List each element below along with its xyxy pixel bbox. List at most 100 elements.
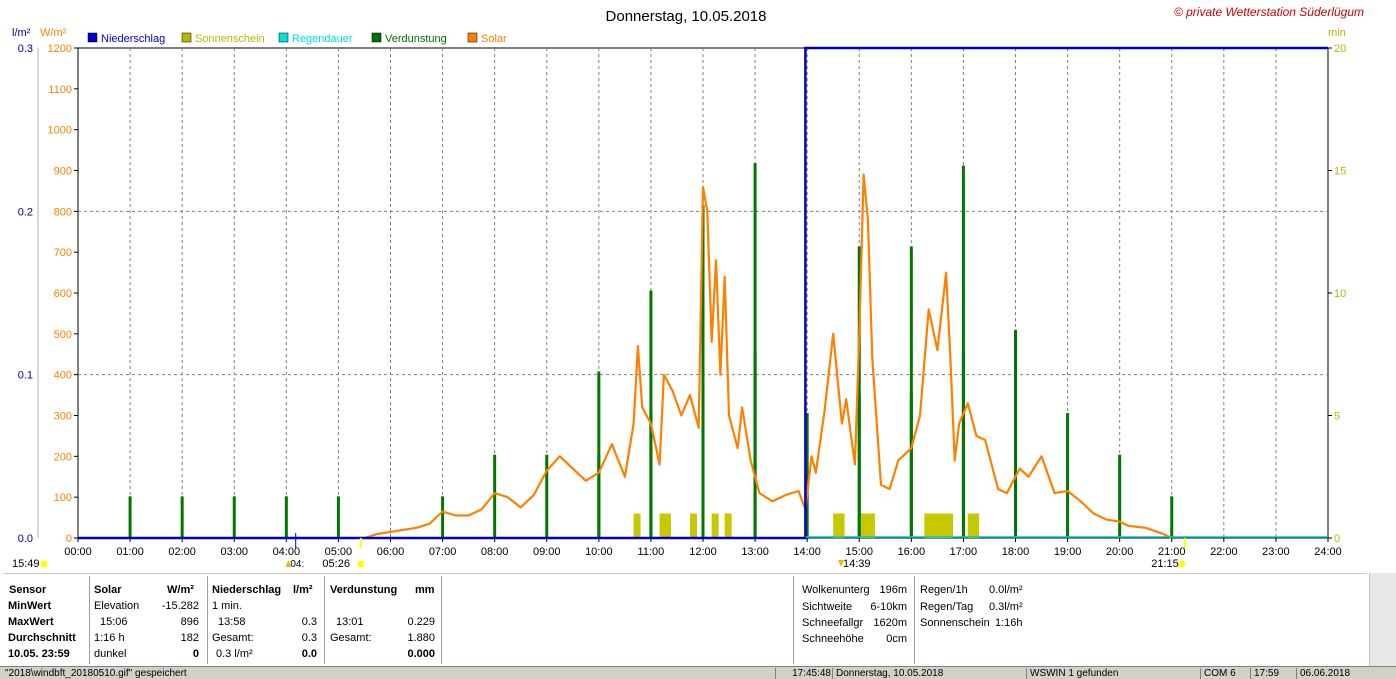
x-tick-label: 12:00 (689, 546, 717, 558)
x-tick-label: 05:00 (325, 546, 353, 558)
evap-avg-label: Gesamt: (330, 632, 372, 644)
divider (793, 576, 794, 664)
sunshine-bar (833, 513, 841, 538)
x-tick-label: 06:00 (377, 546, 405, 558)
axis-unit-solar: W/m² (40, 27, 67, 39)
status-found: WSWIN 1 gefunden (1026, 668, 1200, 679)
sunshine-bar (837, 513, 845, 538)
evaporation-bar (180, 496, 184, 538)
x-tick-label: 02:00 (168, 546, 196, 558)
stats-row-avg: Durchschnitt (8, 632, 76, 644)
divider (89, 576, 90, 664)
moon-icon (285, 560, 292, 567)
panel-scroll-area[interactable] (1369, 573, 1396, 666)
evaporation-bar (753, 351, 757, 538)
chart-legend: Niederschlag Sonnenschein Regendauer Verdun… (87, 32, 507, 45)
x-tick-label: 19:00 (1054, 546, 1082, 558)
stats-row-max: MaxWert (8, 616, 54, 628)
solar-tick-label: 0 (66, 533, 72, 545)
status-clock: 17:59 (1250, 668, 1294, 679)
evaporation-bar (1066, 413, 1070, 538)
sunset-label: 21:15 (1151, 558, 1179, 570)
evaporation-bar (1118, 454, 1122, 538)
rain-tick-label: 0.2 (18, 206, 33, 218)
divider (324, 576, 325, 664)
x-tick-label: 01:00 (116, 546, 144, 558)
x-tick-label: 08:00 (481, 546, 509, 558)
x-tick-label: 09:00 (533, 546, 561, 558)
rainbox-val-2: 1:16h (995, 617, 1023, 629)
rain-date-label: 0.3 l/m² (216, 648, 253, 660)
sunrise-label: 05:26 (322, 558, 350, 570)
x-tick-label: 23:00 (1262, 546, 1290, 558)
evap-max-time: 13:01 (336, 616, 364, 628)
solar-tick-label: 200 (54, 451, 72, 463)
evaporation-bar (1014, 329, 1017, 538)
solar-min-label: Elevation (94, 600, 140, 612)
x-tick-label: 22:00 (1210, 546, 1238, 558)
x-tick-label: 13:00 (741, 546, 769, 558)
evaporation-bar (649, 413, 653, 538)
weather-val-3: 0cm (886, 633, 907, 645)
evaporation-bar (232, 496, 236, 538)
sunshine-bar (659, 513, 667, 538)
evaporation-bar (909, 246, 913, 538)
legend-swatch (278, 32, 289, 43)
solar-tick-label: 1200 (48, 43, 72, 55)
sunshine-bar (724, 513, 732, 538)
legend-label: Solar (481, 33, 507, 45)
rain-tick-label: 0.3 (18, 43, 33, 55)
min-tick-label: 0 (1334, 533, 1340, 545)
rain-min-label: 1 min. (212, 600, 242, 612)
statistics-panel: Sensor MinWert MaxWert Durchschnitt 10.0… (3, 573, 1367, 667)
stats-row-min: MinWert (8, 600, 52, 612)
solar-line (364, 173, 1173, 540)
status-file: "2018\windbft_20180510.gif" gespeichert (5, 668, 187, 679)
legend-swatch (371, 32, 382, 43)
status-today: 06.06.2018 (1296, 668, 1396, 679)
solar-tick-label: 300 (54, 411, 72, 423)
sunshine-bar (946, 513, 954, 538)
left-time-label: 15:49 (12, 558, 40, 570)
evaporation-bar (909, 393, 913, 538)
evaporation-bar (336, 496, 340, 538)
x-tick-label: 03:00 (220, 546, 248, 558)
weather-key-3: Schneehöhe (802, 633, 864, 645)
x-tick-label: 24:00 (1314, 546, 1342, 558)
sunshine-bar (924, 513, 932, 538)
evaporation-bar (961, 351, 965, 538)
sunshine-bar (933, 513, 941, 538)
solar-tick-label: 1100 (48, 84, 72, 96)
min-tick-label: 15 (1334, 166, 1346, 178)
sunshine-bar (633, 513, 641, 538)
divider (914, 576, 915, 664)
status-bar: "2018\windbft_20180510.gif" gespeichert … (0, 666, 1396, 679)
copyright-label: © private Wetterstation Süderlügum (1174, 5, 1364, 19)
rain-tick-label: 0.1 (18, 370, 33, 382)
x-tick-label: 04:00 (273, 546, 301, 558)
status-date: Donnerstag, 10.05.2018 (832, 668, 1026, 679)
rain-avg-label: Gesamt: (212, 632, 254, 644)
rain-avg-value: 0.3 (301, 632, 317, 644)
sunshine-bar (867, 513, 875, 538)
solar-max-time: 15:06 (100, 616, 128, 628)
divider (207, 576, 208, 664)
rain-tick-label: 0.0 (18, 533, 33, 545)
x-tick-label: 07:00 (429, 546, 457, 558)
evaporation-bar (441, 496, 445, 538)
stats-header-rain: Niederschlag (212, 584, 282, 596)
sunshine-bar (689, 513, 697, 538)
sunshine-bar (967, 513, 975, 538)
sunshine-bar (937, 513, 945, 538)
weather-val-2: 1620m (873, 617, 907, 629)
x-tick-label: 18:00 (1002, 546, 1030, 558)
stats-header-sensor: Sensor (9, 584, 47, 596)
evaporation-bar (545, 454, 549, 538)
evaporation-bar (753, 163, 757, 538)
status-time: 17:45:48 (775, 668, 831, 679)
weather-val-0: 196m (879, 584, 907, 596)
solar-avg-label: 1:16 h (94, 632, 125, 644)
rainbox-key-2: Sonnenschein (920, 617, 990, 629)
solar-tick-label: 700 (54, 247, 72, 259)
evap-avg-value: 1.880 (407, 632, 435, 644)
